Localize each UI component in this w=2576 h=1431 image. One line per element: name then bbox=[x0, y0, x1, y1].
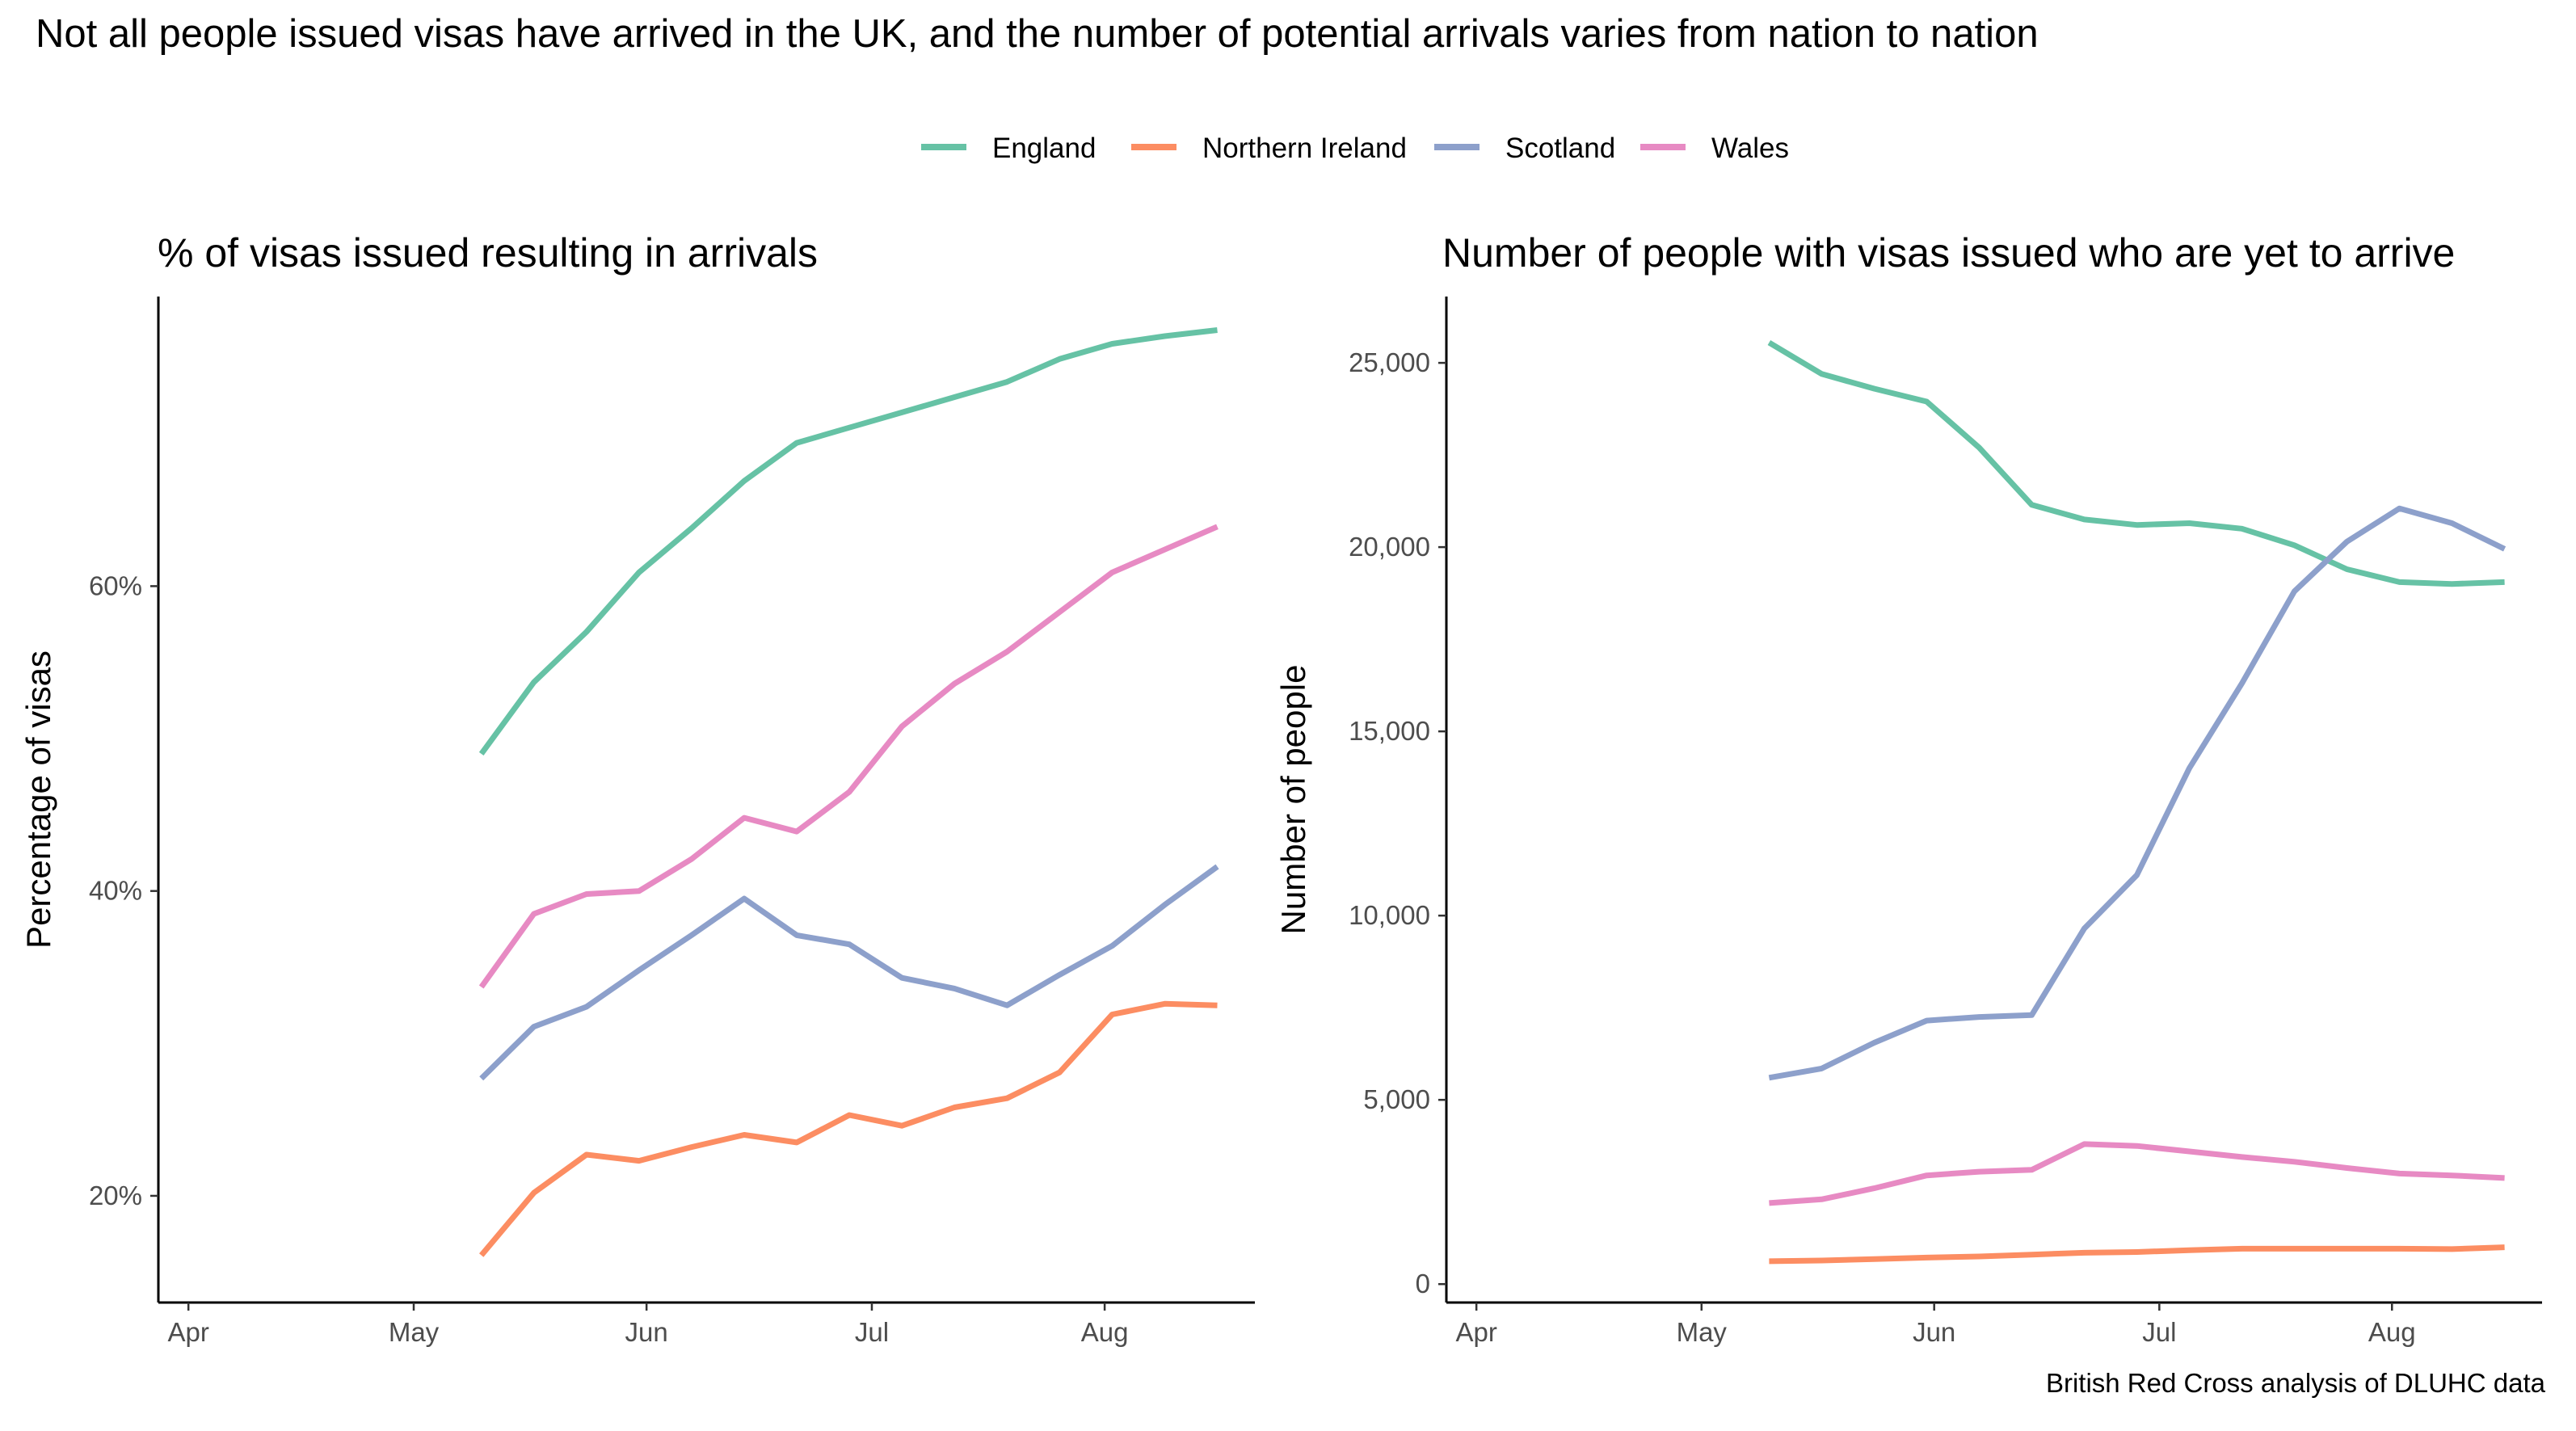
yet-to-arrive-x-tick-label: Apr bbox=[1455, 1317, 1496, 1347]
legend: England Northern Ireland Scotland Wales bbox=[921, 133, 1789, 164]
yet-to-arrive-y-tick-label: 5,000 bbox=[1363, 1084, 1430, 1114]
arrivals-series-line-scotland bbox=[479, 864, 1219, 1081]
legend-label-northern-ireland: Northern Ireland bbox=[1202, 133, 1407, 164]
arrivals-x-tick-label: Jul bbox=[855, 1317, 889, 1347]
yet-to-arrive-series-line-scotland bbox=[1768, 505, 2507, 1081]
yet-to-arrive-y-tick-label: 10,000 bbox=[1349, 900, 1430, 930]
yet-to-arrive-series-line-wales bbox=[1769, 1141, 2505, 1206]
yet-to-arrive-y-tick-label: 20,000 bbox=[1349, 532, 1430, 562]
arrivals-series-line-northern-ireland bbox=[479, 1000, 1218, 1257]
arrivals-x-tick-label: Jun bbox=[625, 1317, 668, 1347]
yet-to-arrive-y-axis-title: Number of people bbox=[1274, 665, 1312, 935]
yet-to-arrive-y-tick-label: 15,000 bbox=[1349, 716, 1430, 746]
yet-to-arrive-series-line-northern-ireland bbox=[1769, 1244, 2505, 1265]
arrivals-y-tick-label: 60% bbox=[89, 570, 142, 600]
panel-title-arrivals: % of visas issued resulting in arrivals bbox=[158, 230, 818, 276]
yet-to-arrive-y-tick-label: 25,000 bbox=[1349, 347, 1430, 377]
yet-to-arrive-x-tick-label: May bbox=[1677, 1317, 1728, 1347]
legend-label-wales: Wales bbox=[1711, 133, 1789, 164]
arrivals-series-line-wales bbox=[478, 524, 1219, 989]
yet-to-arrive-x-tick-label: Jul bbox=[2142, 1317, 2176, 1347]
arrivals-y-tick-label: 40% bbox=[89, 876, 142, 906]
yet-to-arrive-series-line-england bbox=[1767, 339, 2505, 587]
arrivals-y-tick-label: 20% bbox=[89, 1181, 142, 1210]
arrivals-series-line-england bbox=[478, 327, 1218, 755]
yet-to-arrive-y-tick-label: 0 bbox=[1416, 1269, 1430, 1298]
arrivals-y-axis-title: Percentage of visas bbox=[19, 650, 57, 949]
arrivals-x-tick-label: Aug bbox=[1081, 1317, 1129, 1347]
caption: British Red Cross analysis of DLUHC data bbox=[2046, 1368, 2546, 1398]
yet-to-arrive-x-tick-label: Aug bbox=[2368, 1317, 2416, 1347]
yet-to-arrive-x-tick-label: Jun bbox=[1913, 1317, 1955, 1347]
chart-panel-arrivals-percentage: % of visas issued resulting in arrivals … bbox=[19, 230, 1255, 1347]
legend-label-england: England bbox=[992, 133, 1096, 164]
arrivals-x-tick-label: Apr bbox=[167, 1317, 208, 1347]
legend-label-scotland: Scotland bbox=[1505, 133, 1615, 164]
arrivals-x-tick-label: May bbox=[389, 1317, 440, 1347]
chart-panel-yet-to-arrive: Number of people with visas issued who a… bbox=[1274, 230, 2542, 1347]
figure-title: Not all people issued visas have arrived… bbox=[36, 12, 2039, 56]
panel-title-yet-to-arrive: Number of people with visas issued who a… bbox=[1442, 230, 2455, 276]
